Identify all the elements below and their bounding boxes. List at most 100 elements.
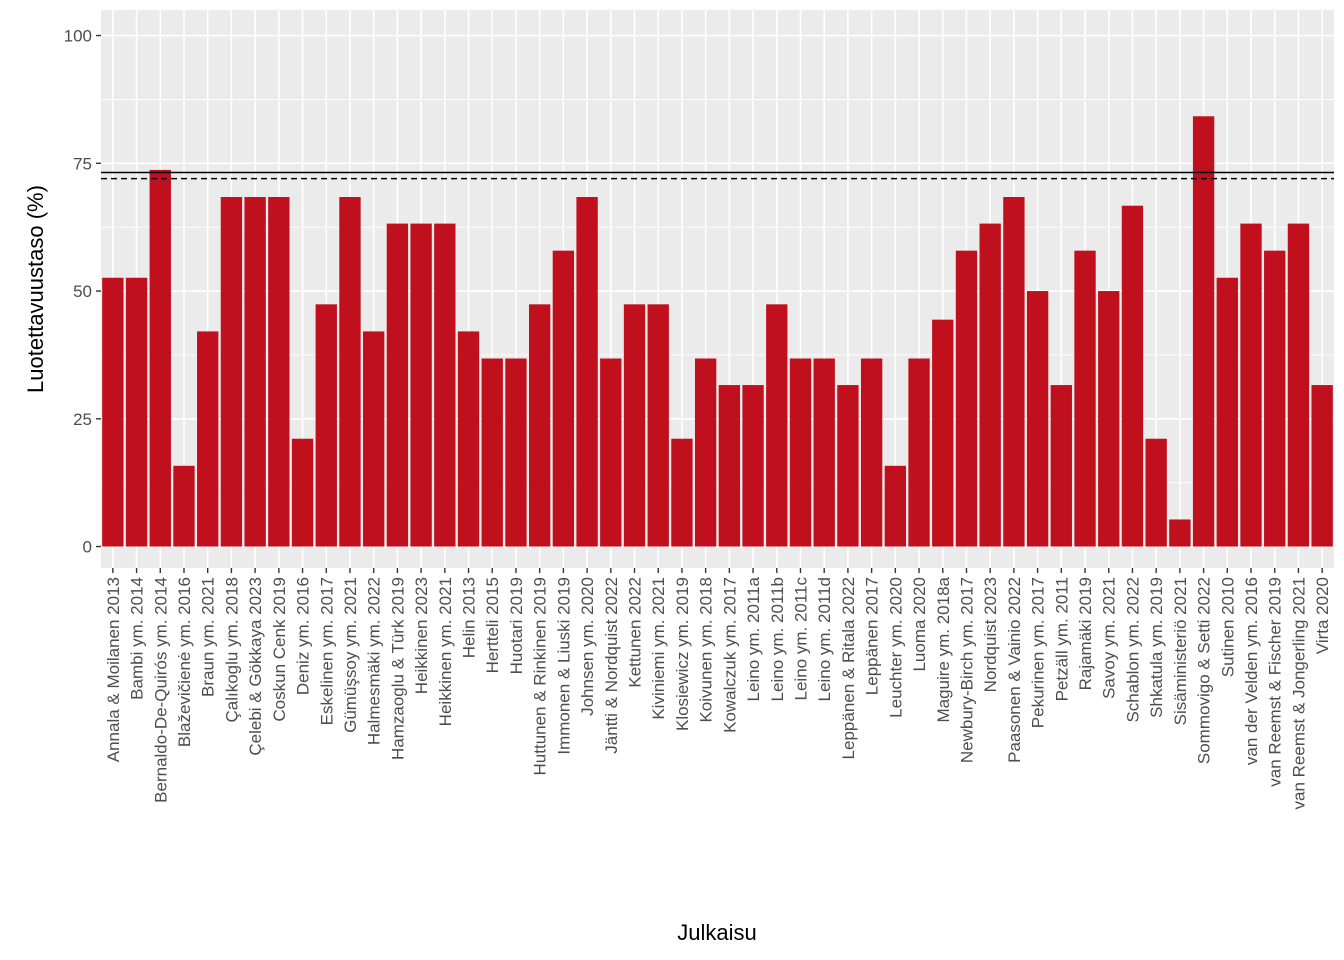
x-tick-label: Nordquist 2023 <box>981 577 1000 692</box>
bar <box>220 197 243 547</box>
x-tick-label: Gümüşsoy ym. 2021 <box>341 577 360 733</box>
x-tick-label: Shkatula ym. 2019 <box>1147 577 1166 718</box>
x-tick-label: Kiviniemi ym. 2021 <box>649 577 668 720</box>
x-axis: Annala & Moilanen 2013 Bambi ym. 2014 Bern… <box>104 568 1332 809</box>
bars <box>102 116 1333 547</box>
bar <box>197 331 219 547</box>
bar <box>955 250 978 547</box>
x-tick-label: Blaževičienė ym. 2016 <box>175 577 194 747</box>
y-tick-label: 75 <box>73 154 92 173</box>
y-tick-label: 100 <box>64 27 92 46</box>
x-tick-label: Bambi ym. 2014 <box>128 577 147 700</box>
bar <box>1311 385 1333 547</box>
bar <box>481 358 503 547</box>
x-tick-label: Sutinen 2010 <box>1218 577 1237 677</box>
bar <box>505 358 527 547</box>
bar <box>363 331 385 547</box>
bar <box>434 223 456 547</box>
x-axis-title: Julkaisu <box>677 920 756 945</box>
x-tick-label: Annala & Moilanen 2013 <box>104 577 123 762</box>
x-tick-label: Schablon ym. 2022 <box>1123 577 1142 723</box>
x-tick-label: Hamzaoglu & Türk 2019 <box>388 577 407 760</box>
bar <box>244 197 266 547</box>
bar <box>789 358 812 547</box>
x-tick-label: Leppänen & Ritala 2022 <box>839 577 858 759</box>
bar <box>884 465 907 547</box>
x-tick-label: Kettunen 2022 <box>626 577 645 688</box>
x-tick-label: Pekurinen ym. 2017 <box>1029 577 1048 728</box>
bar <box>600 358 622 547</box>
y-tick-label: 0 <box>83 538 92 557</box>
x-tick-label: Newbury-Birch ym. 2017 <box>957 577 976 763</box>
y-axis: 0 25 50 75 100 <box>64 27 101 557</box>
x-tick-label: Johnsen ym. 2020 <box>578 577 597 716</box>
bar <box>125 277 148 547</box>
x-tick-label: Heikkinen 2023 <box>412 577 431 694</box>
x-tick-label: Paasonen & Vainio 2022 <box>1005 577 1024 763</box>
bar <box>1098 291 1120 547</box>
x-tick-label: Leino ym. 2011a <box>744 576 763 701</box>
x-tick-label: van Reemst & Jongerling 2021 <box>1289 577 1308 809</box>
bar <box>766 304 788 547</box>
bar <box>315 304 337 547</box>
bar <box>1050 385 1072 547</box>
x-tick-label: Rajamäki 2019 <box>1076 577 1095 690</box>
x-tick-label: Coskun Cenk 2019 <box>270 577 289 722</box>
bar <box>671 438 693 547</box>
bar <box>1216 277 1238 547</box>
bar <box>291 438 314 547</box>
bar <box>1003 197 1025 547</box>
x-tick-label: van der Velden ym. 2016 <box>1242 577 1261 765</box>
x-tick-label: Deniz ym. 2016 <box>294 577 313 695</box>
x-tick-label: Luoma 2020 <box>910 577 929 672</box>
bar <box>1192 116 1215 547</box>
bar <box>742 385 764 547</box>
bar <box>1121 205 1144 547</box>
x-tick-label: Çalıkoglu ym. 2018 <box>222 577 241 723</box>
bar <box>1287 223 1310 547</box>
bar <box>528 304 551 547</box>
bar <box>149 169 171 547</box>
bar <box>576 197 598 547</box>
y-tick-label: 50 <box>73 282 92 301</box>
x-tick-label: Helin 2013 <box>460 577 479 658</box>
x-tick-label: Maguire ym. 2018a <box>934 576 953 722</box>
x-tick-label: Bernaldo-De-Quirós ym. 2014 <box>151 577 170 803</box>
bar <box>1264 250 1286 547</box>
x-tick-label: Leino ym. 2011c <box>791 577 810 701</box>
bar <box>339 197 361 547</box>
bar <box>410 223 432 547</box>
x-tick-label: Sisäministeriö 2021 <box>1171 577 1190 725</box>
x-tick-label: van Reemst & Fischer 2019 <box>1266 577 1285 787</box>
bar <box>268 197 290 547</box>
x-tick-label: Leino ym. 2011b <box>768 577 787 701</box>
x-tick-label: Hertteli 2015 <box>483 577 502 673</box>
y-axis-title: Luotettavuustaso (%) <box>23 185 48 393</box>
bar <box>102 277 124 547</box>
x-tick-label: Klosiewicz ym. 2019 <box>673 577 692 731</box>
bar <box>552 250 575 547</box>
bar <box>1240 223 1262 547</box>
x-tick-label: Çelebi & Gökkaya 2023 <box>246 577 265 756</box>
x-tick-label: Koivunen ym. 2018 <box>697 577 716 723</box>
x-tick-label: Leino ym. 2011d <box>815 577 834 701</box>
x-tick-label: Leuchter ym. 2020 <box>886 577 905 718</box>
bar <box>694 358 717 547</box>
x-tick-label: Braun ym. 2021 <box>199 577 218 697</box>
bar <box>1169 519 1191 547</box>
x-tick-label: Halmesmäki ym. 2022 <box>365 577 384 745</box>
bar <box>1145 438 1167 547</box>
bar <box>647 304 669 547</box>
x-tick-label: Petzäll ym. 2011 <box>1052 577 1071 701</box>
x-tick-label: Leppänen 2017 <box>863 577 882 695</box>
bar <box>813 358 835 547</box>
x-tick-label: Savoy ym. 2021 <box>1100 577 1119 699</box>
x-tick-label: Sommovigo & Setti 2022 <box>1195 577 1214 764</box>
bar <box>623 304 646 547</box>
bar <box>979 223 1001 547</box>
x-tick-label: Huttunen & Rinkinen 2019 <box>531 577 550 775</box>
x-tick-label: Jäntti & Nordquist 2022 <box>602 577 621 754</box>
bar <box>173 465 195 547</box>
x-tick-label: Virta 2020 <box>1313 577 1332 654</box>
bar <box>1074 250 1096 547</box>
